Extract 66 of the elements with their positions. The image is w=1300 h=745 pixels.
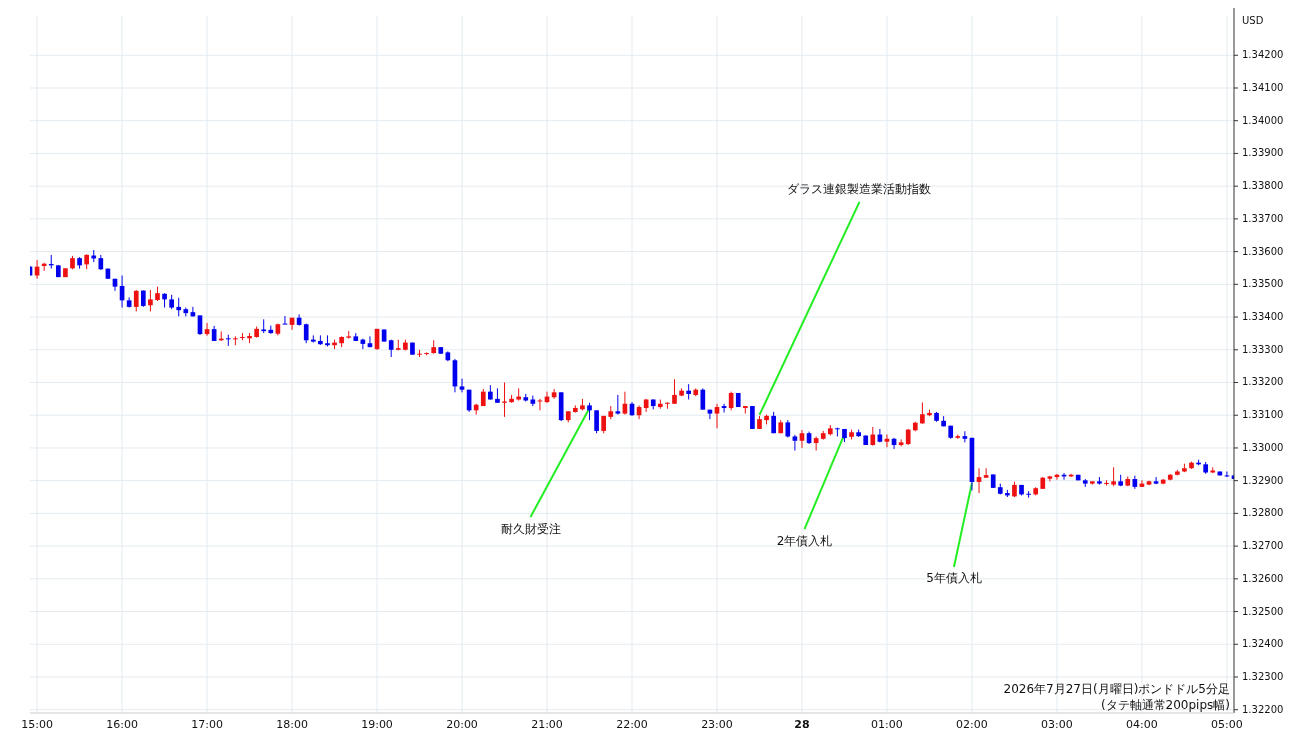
y-tick-label: 1.33400 (1242, 311, 1284, 323)
annotation: 2026年7月27日(月曜日)ポンドドル5分足 (1003, 682, 1230, 696)
candlestick (714, 403, 720, 429)
x-tick-label: 04:00 (1126, 718, 1158, 731)
candlestick (459, 378, 465, 393)
x-tick-label: 17:00 (191, 718, 223, 731)
x-tick-label: 02:00 (956, 718, 988, 731)
candlestick (325, 334, 330, 347)
y-tick-label: 1.33000 (1242, 441, 1284, 453)
candlestick (148, 289, 153, 312)
x-tick-label: 18:00 (276, 718, 308, 731)
y-tick-label: 1.32600 (1242, 572, 1284, 584)
candlestick (1104, 479, 1109, 487)
y-tick-label: 1.33100 (1242, 409, 1284, 421)
candlestick (920, 401, 925, 425)
candlestick (176, 297, 182, 317)
candlestick (700, 387, 706, 411)
candlestick (962, 430, 968, 443)
annotation: 5年債入札 (926, 571, 982, 586)
y-tick-label: 1.32200 (1242, 703, 1284, 715)
x-tick-label: 23:00 (701, 718, 733, 731)
y-tick-label: 1.34200 (1242, 49, 1284, 61)
x-tick-label: 28 (794, 718, 810, 731)
y-tick-label: 1.33200 (1242, 376, 1284, 388)
annotation: 2年債入札 (776, 533, 833, 548)
y-tick-label: 1.32400 (1242, 638, 1284, 650)
y-axis-title: USD (1242, 15, 1264, 26)
y-tick-label: 1.33300 (1242, 343, 1284, 355)
candlestick (502, 382, 507, 418)
candlestick (225, 334, 231, 347)
candlestick (1153, 476, 1159, 485)
y-tick-label: 1.34100 (1242, 81, 1284, 93)
x-tick-label: 05:00 (1211, 718, 1243, 731)
x-tick-label: 21:00 (531, 718, 563, 731)
y-tick-label: 1.33800 (1242, 180, 1284, 192)
y-tick-label: 1.32900 (1242, 474, 1284, 486)
annotation: ダラス連銀製造業活動指数 (787, 182, 932, 197)
candlestick (672, 378, 677, 405)
candlestick (750, 405, 755, 430)
candlestick (898, 438, 904, 447)
candlestick (615, 394, 621, 416)
candlestick (133, 289, 139, 312)
y-tick-label: 1.33500 (1242, 278, 1284, 290)
candlestick (870, 426, 876, 447)
candlestick (983, 467, 989, 479)
y-tick-label: 1.32500 (1242, 605, 1284, 617)
y-tick-label: 1.32700 (1242, 540, 1284, 552)
x-tick-label: 01:00 (871, 718, 903, 731)
candlestick (792, 434, 798, 452)
y-tick-label: 1.33600 (1242, 245, 1284, 257)
y-tick-label: 1.32300 (1242, 671, 1284, 682)
x-tick-label: 20:00 (446, 718, 478, 731)
x-tick-label: 03:00 (1041, 718, 1073, 731)
x-tick-label: 22:00 (616, 718, 648, 731)
candlestick (1111, 466, 1116, 487)
y-tick-label: 1.33700 (1242, 212, 1284, 224)
annotation: 耐久財受注 (500, 521, 561, 536)
x-tick-label: 15:00 (21, 718, 53, 731)
y-tick-label: 1.34000 (1242, 114, 1284, 126)
candlestick (594, 409, 599, 434)
y-tick-label: 1.33900 (1242, 147, 1284, 159)
candlestick (799, 429, 805, 449)
y-tick-label: 1.32800 (1242, 507, 1284, 519)
x-tick-label: 19:00 (361, 718, 393, 731)
x-tick-label: 16:00 (106, 718, 138, 731)
annotation: (タテ軸通常200pips幅) (1100, 698, 1230, 712)
